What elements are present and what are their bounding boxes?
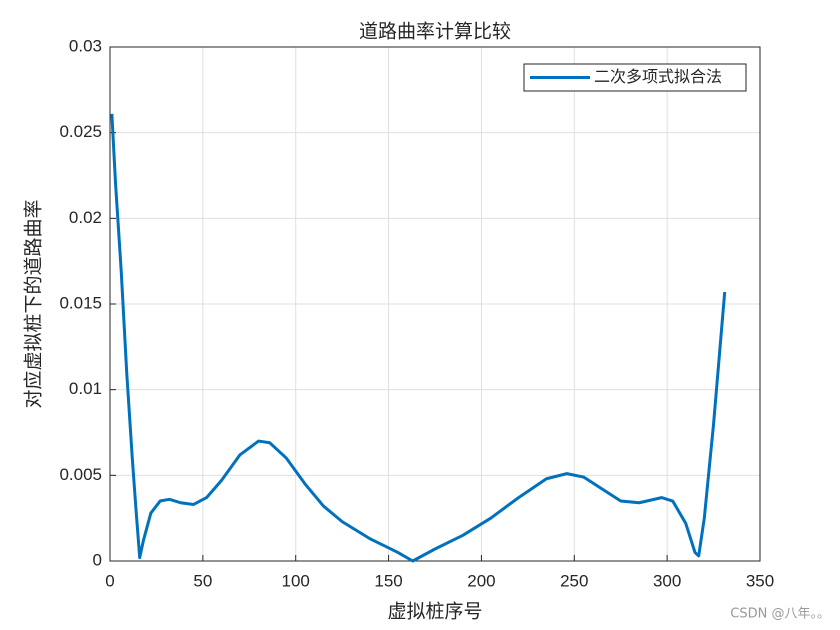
legend-label: 二次多项式拟合法 [594,67,722,86]
y-tick-label: 0.025 [59,122,102,141]
y-tick-label: 0.02 [69,208,102,227]
x-tick-label: 150 [374,571,402,590]
x-tick-label: 200 [467,571,495,590]
plot-frame [109,46,761,562]
y-tick-label: 0.005 [59,465,102,484]
x-tick-label: 100 [282,571,310,590]
chart-title: 道路曲率计算比较 [359,21,511,43]
y-axis-label: 对应虚拟桩下的道路曲率 [23,199,45,408]
x-tick-label: 50 [193,571,212,590]
y-tick-label: 0.01 [69,379,102,398]
x-axis-label: 虚拟桩序号 [387,601,482,623]
x-tick-label: 250 [560,571,588,590]
watermark: CSDN @八年。。 [730,607,830,622]
y-tick-label: 0 [93,550,102,569]
data-line [110,113,727,563]
x-tick-label: 0 [105,571,114,590]
y-tick-label: 0.03 [69,36,102,55]
x-tick-label: 350 [746,571,774,590]
y-tick-label: 0.015 [59,293,102,312]
x-tick-label: 300 [653,571,681,590]
